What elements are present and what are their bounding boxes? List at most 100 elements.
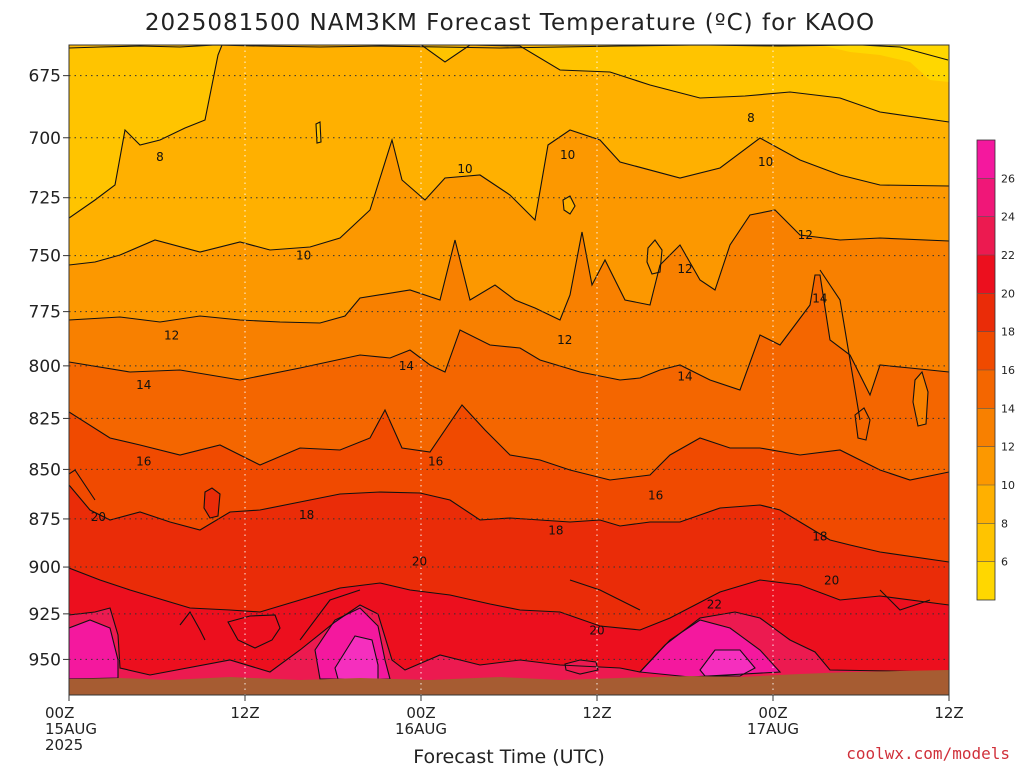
y-tick-label: 750 [29,247,61,267]
contour-line [69,45,949,61]
colorbar-tick-label: 6 [1001,556,1008,569]
colorbar-swatch [977,485,995,524]
y-tick-label: 700 [29,129,61,149]
contour-label: 12 [798,228,813,242]
contour-lines [69,45,949,680]
y-tick-label: 725 [29,189,61,209]
x-axis-label: Forecast Time (UTC) [413,746,604,768]
colorbar-tick-label: 14 [1001,402,1015,415]
contour-line [569,579,641,611]
colorbar-swatch [977,331,995,370]
contour-line [69,129,949,266]
temperature-band [820,45,949,82]
y-tick-label: 900 [29,558,61,578]
terrain [69,670,949,695]
colorbar-tick-label: 24 [1001,211,1015,224]
pressure-gridlines [69,75,949,660]
contour-label: 20 [412,554,427,568]
contour-line [69,469,96,501]
x-tick-label: 12Z [934,704,963,722]
contour-line [562,195,576,215]
contour-label: 14 [812,291,827,305]
contour-labels: 8 8 10 10 10 10 12 12 12 12 14 14 14 14 16 16 16 20 18 18 18… [91,111,840,637]
contour-line [69,604,949,676]
y-tick-label: 800 [29,357,61,377]
contour-line [315,121,322,144]
contour-label: 10 [758,155,773,169]
contour-label: 10 [296,249,311,263]
contour-label: 20 [824,573,839,587]
contour-label: 16 [648,488,663,502]
time-gridlines [69,45,949,695]
contour-line [699,649,756,677]
colorbar-swatch [977,216,995,255]
contour-label: 10 [560,148,575,162]
colorbar-swatch [977,293,995,332]
x-tick-label: 12Z [582,704,611,722]
colorbar-swatch [977,561,995,600]
contour-label: 12 [164,329,179,343]
y-tick-label: 950 [29,650,61,670]
x-tick-label: 00Z [45,704,74,722]
contour-line [69,404,949,481]
contour-line [69,484,949,563]
colorbar-swatch [977,370,995,409]
contour-line [912,370,929,427]
contour-label: 20 [589,623,604,637]
x-tick-label: 15AUG [45,720,97,738]
contour-label: 18 [548,524,563,538]
colorbar-tick-label: 10 [1001,479,1015,492]
colorbar-swatch [977,408,995,447]
contour-line [564,659,599,675]
contour-line [854,407,871,441]
credit-link[interactable]: coolwx.com/models [846,744,1010,763]
colorbar-swatch [977,523,995,562]
contour-line [299,589,361,641]
contour-line [879,589,931,611]
contour-line [69,274,949,397]
y-tick-label: 825 [29,409,61,429]
contour-label: 10 [457,162,472,176]
chart-title: 2025081500 NAM3KM Forecast Temperature (… [145,10,875,36]
contour-line [203,487,221,519]
x-tick-label: 00Z [406,704,435,722]
colorbar-swatch [977,446,995,485]
contour-label: 16 [428,454,443,468]
colorbar-tick-label: 16 [1001,364,1015,377]
contour-label: 14 [399,359,414,373]
contour-label: 14 [677,370,692,384]
contour-label: 20 [91,510,106,524]
y-tick-label: 925 [29,605,61,625]
plot-area: 8 8 10 10 10 10 12 12 12 12 14 14 14 14 16 16 16 20 18 18 18… [69,45,949,695]
colorbar-tick-label: 12 [1001,441,1015,454]
colorbar-tick-label: 22 [1001,249,1015,262]
colorbar-swatch [977,255,995,294]
plot-frame [68,44,950,696]
contour-line [69,567,949,631]
temperature-core [700,650,755,676]
contour-label: 18 [812,529,827,543]
contour-label: 22 [707,598,722,612]
contour-label: 18 [299,508,314,522]
x-tick-label: 17AUG [747,720,799,738]
colorbar-tick-label: 20 [1001,287,1015,300]
temperature-cell [228,615,280,648]
contour-line [69,45,949,219]
y-tick-label: 850 [29,460,61,480]
contour-line [646,239,663,275]
colorbar-swatch [977,140,995,179]
y-tick-label: 875 [29,510,61,530]
contour-label: 8 [747,111,755,125]
x-tick-label: 00Z [758,704,787,722]
colorbar-tick-label: 26 [1001,172,1015,185]
contour-line [819,269,861,421]
colorbar-swatch [977,178,995,217]
x-tick-label: 16AUG [395,720,447,738]
temperature-core [69,620,118,679]
temperature-cell [565,660,598,674]
contour-label: 12 [677,262,692,276]
contour-line [69,619,119,680]
temperature-bands [69,45,949,695]
